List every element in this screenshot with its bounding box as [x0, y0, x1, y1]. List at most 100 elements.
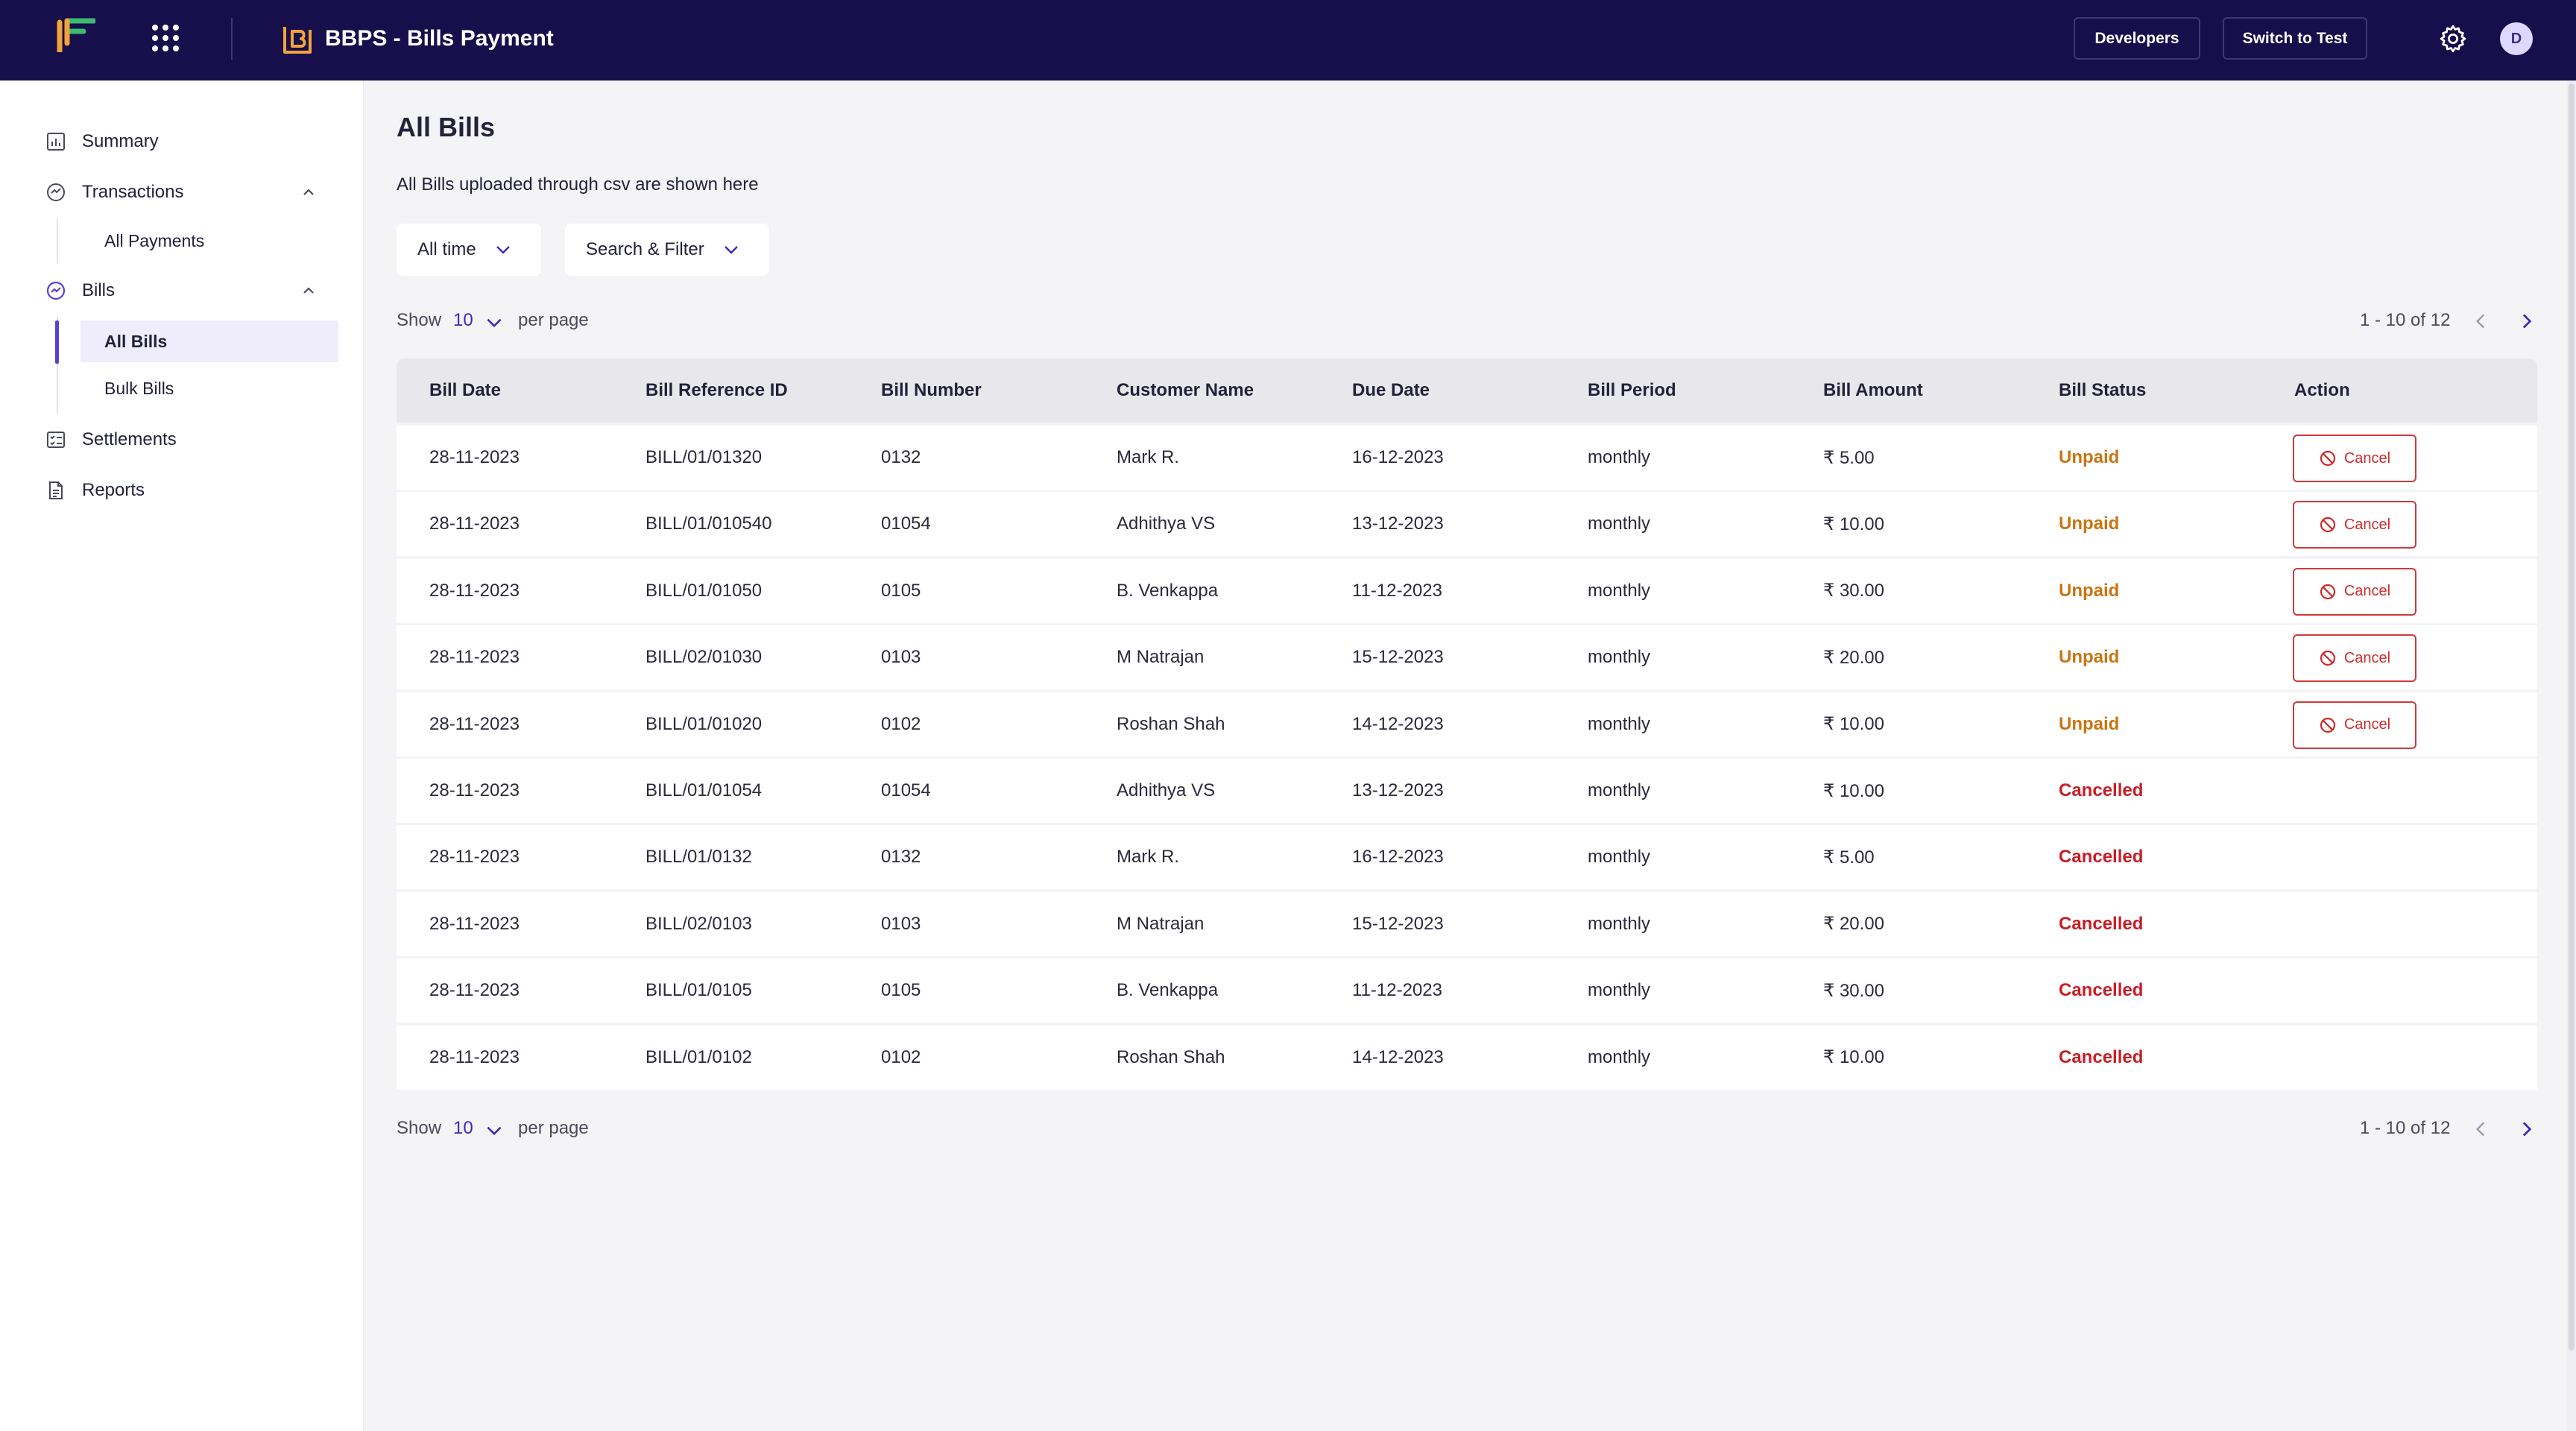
cancel-bill-button[interactable]: Cancel: [2293, 501, 2416, 549]
cancel-button-label: Cancel: [2343, 649, 2391, 666]
cell-bill-period: monthly: [1588, 580, 1651, 601]
page-title: All Bills: [397, 112, 496, 142]
column-header[interactable]: Bill Status: [2059, 380, 2147, 400]
column-header[interactable]: Bill Reference ID: [645, 380, 788, 400]
user-avatar[interactable]: D: [2500, 22, 2533, 55]
chevron-right-icon[interactable]: [2515, 310, 2537, 332]
sidebar-item-bulk-bills[interactable]: Bulk Bills: [104, 378, 174, 398]
cell-bill-amount: ₹ 10.00: [1823, 780, 1884, 801]
column-header[interactable]: Due Date: [1352, 380, 1430, 400]
sidebar-item-label: Reports: [82, 480, 145, 500]
cell-bill-amount: ₹ 10.00: [1823, 1047, 1884, 1068]
table-row[interactable]: 28-11-2023 BILL/01/0102 0102 Roshan Shah 14-…: [397, 1025, 2537, 1090]
cell-due-date: 14-12-2023: [1352, 713, 1444, 734]
cell-bill-status: Unpaid: [2059, 713, 2120, 734]
cell-bill-number: 0105: [881, 980, 921, 1001]
column-header[interactable]: Bill Period: [1588, 380, 1676, 400]
cell-bill-date: 28-11-2023: [429, 780, 520, 800]
cell-bill-period: monthly: [1588, 1046, 1651, 1067]
cell-customer-name: M Natrajan: [1117, 647, 1205, 668]
column-header[interactable]: Bill Number: [881, 380, 982, 400]
cell-bill-reference-id: BILL/01/0102: [645, 1046, 752, 1067]
per-page-select[interactable]: 10: [453, 310, 473, 330]
cell-due-date: 16-12-2023: [1352, 847, 1444, 868]
sidebar-item-settlements[interactable]: Settlements: [45, 421, 177, 458]
cell-bill-status: Cancelled: [2059, 780, 2144, 800]
chevron-up-icon[interactable]: [298, 182, 319, 203]
cancel-bill-button[interactable]: Cancel: [2293, 701, 2416, 749]
column-header[interactable]: Customer Name: [1117, 380, 1254, 400]
chevron-down-icon[interactable]: [483, 1119, 505, 1142]
sidebar-item-all-payments[interactable]: All Payments: [104, 230, 205, 250]
cancel-bill-button[interactable]: Cancel: [2293, 634, 2416, 683]
cancel-circle-icon: [2320, 717, 2335, 733]
table-row[interactable]: 28-11-2023 BILL/01/01050 0105 B. Venkappa 11…: [397, 558, 2537, 623]
cell-bill-number: 0105: [881, 580, 921, 601]
cell-bill-date: 28-11-2023: [429, 1046, 520, 1067]
top-header: BBPS - Bills Payment Developers Switch t…: [0, 0, 2576, 80]
cell-bill-amount: ₹ 5.00: [1823, 847, 1875, 868]
search-filter-dropdown[interactable]: Search & Filter: [565, 224, 769, 276]
cell-bill-date: 28-11-2023: [429, 713, 520, 734]
submenu-rail: [57, 218, 58, 263]
cell-bill-amount: ₹ 10.00: [1823, 514, 1884, 534]
column-header[interactable]: Bill Date: [429, 380, 502, 400]
cell-due-date: 14-12-2023: [1352, 1046, 1444, 1067]
pagination-bottom: Show 10 per page 1 - 10 of 12: [397, 1113, 2537, 1143]
cell-bill-status: Unpaid: [2059, 580, 2120, 601]
cell-bill-number: 01054: [881, 780, 931, 800]
app-title: BBPS - Bills Payment: [325, 26, 554, 51]
cell-bill-date: 28-11-2023: [429, 580, 520, 601]
table-row[interactable]: 28-11-2023 BILL/01/0132 0132 Mark R. 16-12-2…: [397, 825, 2537, 890]
sidebar-item-summary[interactable]: Summary: [45, 123, 159, 160]
cancel-button-label: Cancel: [2343, 583, 2391, 600]
cell-bill-number: 0102: [881, 1046, 921, 1067]
settings-gear-icon[interactable]: [2437, 23, 2469, 54]
company-logo-icon[interactable]: [57, 18, 95, 52]
cell-customer-name: Mark R.: [1117, 847, 1179, 868]
per-page-select[interactable]: 10: [453, 1118, 473, 1138]
cell-due-date: 15-12-2023: [1352, 647, 1444, 668]
developers-button[interactable]: Developers: [2074, 17, 2200, 60]
table-row[interactable]: 28-11-2023 BILL/01/01020 0102 Roshan Shah 14…: [397, 692, 2537, 756]
submenu-rail: [57, 317, 58, 414]
apps-grid-icon[interactable]: [152, 25, 179, 51]
search-filter-label: Search & Filter: [586, 239, 704, 259]
chevron-down-icon[interactable]: [483, 312, 505, 334]
table-row[interactable]: 28-11-2023 BILL/02/0103 0103 M Natrajan 15-1…: [397, 891, 2537, 956]
sidebar-item-label: Bills: [82, 280, 116, 300]
sidebar-item-transactions[interactable]: Transactions: [45, 174, 184, 211]
cell-customer-name: M Natrajan: [1117, 913, 1205, 934]
table-row[interactable]: 28-11-2023 BILL/01/0105 0105 B. Venkappa 11-…: [397, 958, 2537, 1023]
cell-bill-reference-id: BILL/01/01320: [645, 447, 763, 467]
cell-bill-status: Cancelled: [2059, 913, 2144, 934]
cell-bill-number: 0103: [881, 647, 921, 668]
sidebar-item-all-bills[interactable]: All Bills: [80, 320, 338, 362]
cell-bill-date: 28-11-2023: [429, 514, 520, 534]
sidebar-item-reports[interactable]: Reports: [45, 472, 145, 509]
chevron-left-icon[interactable]: [2470, 1118, 2493, 1140]
chevron-left-icon[interactable]: [2470, 310, 2493, 332]
sidebar-item-bills[interactable]: Bills: [45, 272, 115, 309]
scrollbar-thumb[interactable]: [2569, 83, 2575, 1351]
cell-bill-amount: ₹ 10.00: [1823, 714, 1884, 735]
cell-bill-date: 28-11-2023: [429, 847, 520, 868]
cell-bill-status: Cancelled: [2059, 980, 2144, 1001]
cancel-bill-button[interactable]: Cancel: [2293, 567, 2416, 616]
cell-bill-amount: ₹ 20.00: [1823, 914, 1884, 935]
table-row[interactable]: 28-11-2023 BILL/01/01320 0132 Mark R. 16-12-…: [397, 426, 2537, 490]
table-row[interactable]: 28-11-2023 BILL/01/010540 01054 Adhithya VS…: [397, 492, 2537, 557]
cell-bill-status: Unpaid: [2059, 447, 2120, 467]
table-row[interactable]: 28-11-2023 BILL/01/01054 01054 Adhithya VS 1…: [397, 759, 2537, 823]
cell-bill-reference-id: BILL/01/01054: [645, 780, 763, 800]
cancel-button-label: Cancel: [2343, 716, 2391, 733]
chevron-right-icon[interactable]: [2515, 1118, 2537, 1140]
switch-to-test-button[interactable]: Switch to Test: [2223, 17, 2367, 60]
column-header[interactable]: Bill Amount: [1823, 380, 1923, 400]
time-range-dropdown[interactable]: All time: [397, 224, 541, 276]
cancel-bill-button[interactable]: Cancel: [2293, 435, 2416, 482]
table-row[interactable]: 28-11-2023 BILL/02/01030 0103 M Natrajan 15-…: [397, 625, 2537, 690]
per-page-label: per page: [518, 1118, 589, 1138]
chevron-up-icon[interactable]: [298, 280, 319, 301]
cell-bill-date: 28-11-2023: [429, 980, 520, 1001]
